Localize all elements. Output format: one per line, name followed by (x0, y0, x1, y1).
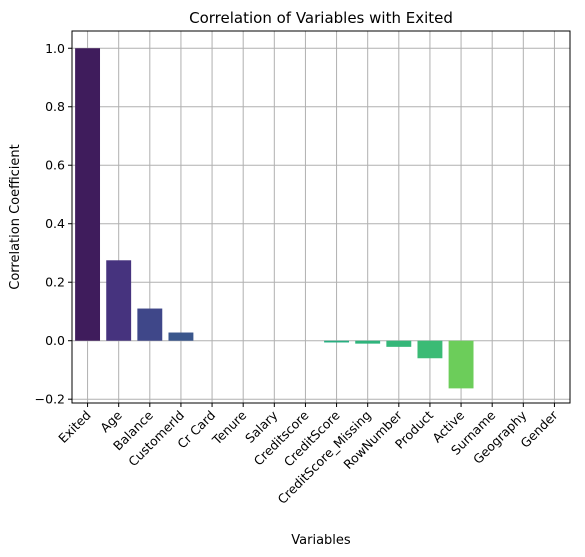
x-tick-label: Tenure (209, 407, 250, 448)
y-tick-label: 0.2 (45, 275, 65, 290)
chart-title: Correlation of Variables with Exited (189, 9, 453, 27)
bar-customerid (168, 332, 194, 341)
y-tick-label: 0.0 (45, 333, 65, 348)
bar-creditscore-missing (355, 340, 381, 344)
x-axis-label: Variables (291, 533, 351, 548)
bar-exited (75, 48, 101, 341)
bar-balance (137, 308, 163, 341)
y-tick-label: 1.0 (45, 41, 65, 56)
y-tick-label: 0.6 (45, 158, 65, 173)
y-tick-label: 0.4 (45, 216, 65, 231)
x-tick-label: Exited (55, 408, 93, 446)
plot-frame (71, 30, 571, 404)
bar-creditscore (324, 340, 350, 343)
bar-age (106, 260, 132, 341)
y-tick-label: 0.8 (45, 99, 65, 114)
bar-product (417, 340, 443, 359)
bars (75, 48, 474, 389)
y-tick-label: −0.2 (35, 392, 65, 407)
grid (72, 31, 570, 403)
y-axis-label: Correlation Coefficient (8, 144, 23, 290)
bar-active (448, 340, 474, 389)
bar-rownumber (386, 340, 412, 347)
